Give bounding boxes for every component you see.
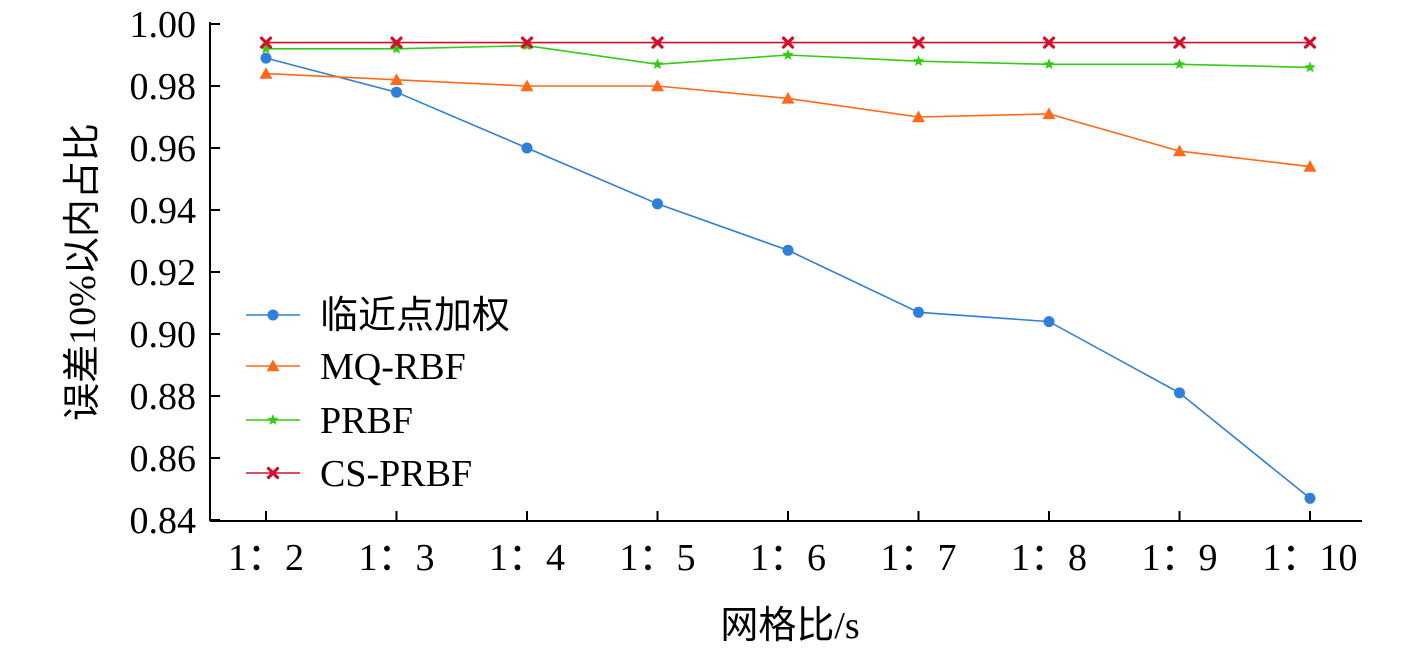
data-point [390,36,403,49]
x-marker-stroke [259,36,273,49]
data-point [520,79,534,92]
legend-item: PRBF [246,400,413,442]
data-point [259,67,273,79]
legend-marker [266,359,280,372]
x-tick-label: 1：2 [228,537,304,579]
data-point [1042,107,1056,120]
data-point [391,86,402,98]
x-marker-stroke [1173,36,1186,49]
legend-item: MQ-RBF [246,346,466,388]
data-point [782,244,794,256]
x-axis-title: 网格比/s [720,605,859,647]
series-1 [260,52,1316,504]
data-point [1174,387,1185,399]
data-point [521,39,533,51]
data-point [781,36,795,49]
x-ticks: 1：2 1：3 1：4 1：5 1：6 1：7 1：8 1：9 1：10 [228,511,1358,579]
series-group [259,36,1317,504]
data-point [652,198,663,210]
x-tick-label: 1：9 [1141,537,1217,579]
data-point [390,73,403,85]
y-tick-label: 0.88 [130,376,197,418]
legend-label: 临近点加权 [320,295,510,337]
series-3 [260,39,1316,73]
legend: 临近点加权 MQ-RBF PRBF CS-PRBF [246,295,510,495]
data-point [1043,58,1055,70]
series-2 [259,67,1317,172]
legend-item: CS-PRBF [246,453,472,495]
legend-label: MQ-RBF [320,346,466,388]
series-line [265,72,1311,168]
y-tick-label: 0.84 [130,500,197,542]
data-point [259,36,273,49]
data-point [1303,36,1317,49]
y-tick-label: 0.86 [130,438,197,480]
x-tick-label: 1：8 [1011,537,1087,579]
data-point [1043,316,1055,328]
data-point [520,36,534,49]
data-point [913,306,924,318]
data-point [390,42,403,54]
data-point [1304,61,1316,73]
series-line [265,57,1311,499]
data-point [260,52,272,64]
data-point [912,55,925,67]
x-tick-label: 1：10 [1262,537,1357,579]
data-point [1173,58,1186,70]
data-point [1303,160,1317,172]
data-point [1304,492,1316,504]
data-point [521,142,533,154]
data-point [651,36,664,49]
y-tick-label: 0.90 [130,314,197,356]
legend-marker [267,414,279,425]
y-tick-label: 0.92 [130,252,197,294]
x-tick-label: 1：6 [750,537,826,579]
y-tick-label: 1.00 [130,4,197,46]
x-marker-stroke [1303,36,1317,49]
legend-marker [266,466,280,480]
x-marker-stroke [390,36,403,49]
x-marker-stroke [266,466,280,480]
x-marker-stroke [520,36,534,49]
legend-marker [267,309,279,321]
y-tick-label: 0.94 [130,190,197,232]
x-tick-label: 1：3 [358,537,434,579]
y-tick-label: 0.98 [130,66,197,108]
data-point [912,36,925,49]
y-axis-title-text: 误差10%以内占比 [62,123,104,421]
x-tick-label: 1：7 [880,537,956,579]
legend-label: PRBF [320,400,413,442]
legend-label: CS-PRBF [320,453,472,495]
data-point [651,58,664,70]
x-marker-stroke [651,36,664,49]
x-tick-label: 1：5 [619,537,695,579]
data-point [651,79,664,92]
data-point [782,49,794,60]
data-point [1173,144,1186,157]
x-marker-stroke [1042,36,1056,49]
series-4 [259,36,1317,49]
data-point [912,110,925,123]
y-tick-label: 0.96 [130,128,197,170]
data-point [1173,36,1186,49]
x-marker-stroke [912,36,925,49]
data-point [260,42,272,54]
y-axis-title: 误差10%以内占比 [62,123,104,421]
x-tick-label: 1：4 [489,537,565,579]
y-ticks: 0.84 0.86 0.88 0.90 0.92 0.94 0.96 0.98 1.00 [130,4,220,542]
legend-item: 临近点加权 [246,295,510,337]
data-point [781,91,795,104]
data-point [1042,36,1056,49]
x-marker-stroke [781,36,795,49]
